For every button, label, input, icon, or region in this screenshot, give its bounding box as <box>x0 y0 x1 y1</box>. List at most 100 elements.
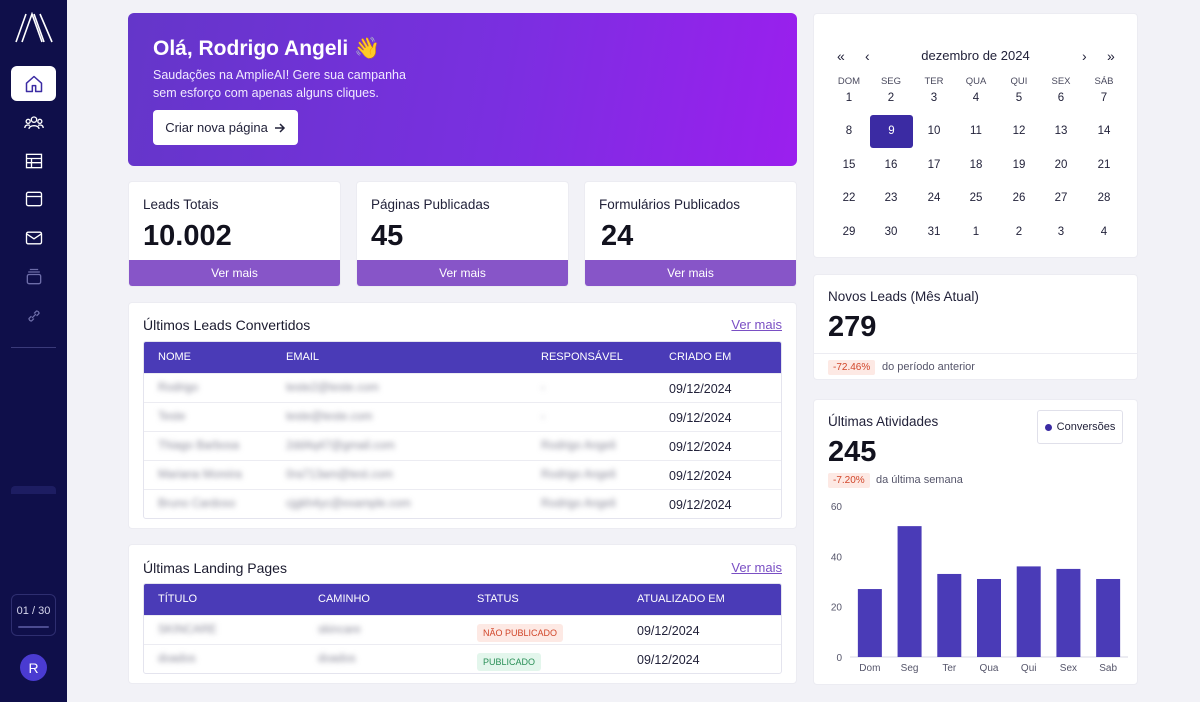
calendar-day[interactable]: 15 <box>842 158 856 171</box>
browser-icon <box>25 191 42 206</box>
calendar-day[interactable]: 1 <box>972 225 980 238</box>
calendar-day[interactable]: 22 <box>842 192 856 205</box>
calendar-day[interactable]: 7 <box>1100 92 1108 104</box>
page-counter: 01 / 30 <box>11 594 56 636</box>
next-month-button[interactable]: › <box>1082 48 1087 64</box>
calendar-day[interactable]: 5 <box>1015 92 1023 104</box>
col-header[interactable]: NOME <box>158 351 191 363</box>
new-leads-delta-text: do período anterior <box>882 361 975 373</box>
calendar-day[interactable]: 12 <box>1012 125 1026 138</box>
stat-more-button[interactable]: Ver mais <box>357 260 568 286</box>
table-header: NOME EMAIL RESPONSÁVEL CRIADO EM <box>144 342 781 373</box>
calendar-day-selected[interactable]: 9 <box>870 115 913 149</box>
calendar-day[interactable]: 3 <box>930 92 938 104</box>
stat-label: Leads Totais <box>143 197 219 212</box>
calendar-day[interactable]: 16 <box>884 158 898 171</box>
y-tick-label: 40 <box>831 552 843 563</box>
lead-name: Mariana Moreira <box>158 469 242 481</box>
sidebar-item-links[interactable] <box>11 298 56 333</box>
stat-more-button[interactable]: Ver mais <box>585 260 796 286</box>
calendar-day[interactable]: 2 <box>1015 225 1023 238</box>
prev-year-button[interactable]: « <box>837 48 845 64</box>
calendar-day[interactable]: 8 <box>845 125 853 138</box>
calendar-day[interactable]: 28 <box>1097 192 1111 205</box>
mail-icon <box>25 231 42 244</box>
calendar-day[interactable]: 13 <box>1054 125 1068 138</box>
avatar[interactable]: R <box>20 654 47 681</box>
sidebar-item-pages[interactable] <box>11 181 56 216</box>
calendar-day[interactable]: 4 <box>972 92 980 104</box>
calendar-day[interactable]: 29 <box>842 225 856 238</box>
calendar-day[interactable]: 18 <box>969 158 983 171</box>
table-row[interactable]: Bruno Cardoso cjgkh4yc@example.com Rodri… <box>144 489 781 518</box>
calendar-day[interactable]: 2 <box>887 92 895 104</box>
col-header[interactable]: ATUALIZADO EM <box>637 593 725 605</box>
welcome-banner: Olá, Rodrigo Angeli 👋 Saudações na Ampli… <box>128 13 797 166</box>
col-header[interactable]: CAMINHO <box>318 593 370 605</box>
col-header[interactable]: STATUS <box>477 593 519 605</box>
sidebar-collapsed-panel[interactable] <box>11 486 56 494</box>
lead-owner: Rodrigo Angeli <box>541 440 616 452</box>
col-header[interactable]: TÍTULO <box>158 593 198 605</box>
table-row[interactable]: SKINCARE skincare NÃO PUBLICADO 09/12/20… <box>144 615 781 644</box>
calendar-day[interactable]: 4 <box>1100 225 1108 238</box>
table-row[interactable]: Teste teste@teste.com - 09/12/2024 <box>144 402 781 431</box>
col-header[interactable]: RESPONSÁVEL <box>541 351 623 363</box>
create-page-label: Criar nova página <box>165 120 268 135</box>
calendar-day[interactable]: 17 <box>927 158 941 171</box>
logo-icon[interactable] <box>14 12 54 44</box>
calendar-day[interactable]: 24 <box>927 192 941 205</box>
calendar-day[interactable]: 1 <box>845 92 853 104</box>
calendar-day[interactable]: 11 <box>970 125 982 138</box>
calendar-day[interactable]: 6 <box>1057 92 1065 104</box>
prev-month-button[interactable]: ‹ <box>865 48 870 64</box>
table-row[interactable]: Rodrigo teste2@teste.com - 09/12/2024 <box>144 373 781 402</box>
chart-bar <box>1016 566 1041 657</box>
calendar-day[interactable]: 23 <box>884 192 898 205</box>
leads-more-link[interactable]: Ver mais <box>731 317 782 332</box>
next-year-button[interactable]: » <box>1107 48 1115 64</box>
sidebar-item-archive[interactable] <box>11 259 56 294</box>
lead-owner: - <box>541 411 545 423</box>
sidebar-item-mail[interactable] <box>11 220 56 255</box>
calendar-day[interactable]: 10 <box>927 125 941 138</box>
stat-label: Formulários Publicados <box>599 197 741 212</box>
calendar-day[interactable]: 30 <box>884 225 898 238</box>
calendar-day[interactable]: 27 <box>1054 192 1068 205</box>
x-tick-label: Sab <box>1099 663 1117 674</box>
calendar-day[interactable]: 3 <box>1057 225 1065 238</box>
calendar-day[interactable]: 21 <box>1097 158 1111 171</box>
calendar-day[interactable]: 14 <box>1097 125 1111 138</box>
weekday-label: SEG <box>880 76 902 87</box>
legend-label: Conversões <box>1056 421 1116 433</box>
sidebar-item-home[interactable] <box>11 66 56 101</box>
lead-owner: - <box>541 382 545 394</box>
landing-title: Últimas Landing Pages <box>143 560 287 576</box>
calendar-day[interactable]: 25 <box>969 192 983 205</box>
sidebar-divider <box>11 347 56 348</box>
calendar-day[interactable]: 19 <box>1012 158 1026 171</box>
calendar-day[interactable]: 26 <box>1012 192 1026 205</box>
lead-owner: Rodrigo Angeli <box>541 469 616 481</box>
page-path: skincare <box>318 624 361 636</box>
table-row[interactable]: doados doados PUBLICADO 09/12/2024 <box>144 644 781 673</box>
sidebar-item-users[interactable] <box>11 105 56 140</box>
table-row[interactable]: Mariana Moreira 0ra713am@test.com Rodrig… <box>144 460 781 489</box>
arrow-right-icon <box>274 122 285 133</box>
status-badge: NÃO PUBLICADO <box>477 624 564 642</box>
stat-more-button[interactable]: Ver mais <box>129 260 340 286</box>
calendar-day[interactable]: 31 <box>927 225 941 238</box>
weekday-label: QUA <box>965 76 987 87</box>
calendar-day[interactable]: 20 <box>1054 158 1068 171</box>
sidebar-item-table[interactable] <box>11 143 56 178</box>
landing-more-link[interactable]: Ver mais <box>731 560 782 575</box>
col-header[interactable]: EMAIL <box>286 351 320 363</box>
create-page-button[interactable]: Criar nova página <box>153 110 298 145</box>
table-row[interactable]: Thiago Barbosa 2dd4q47@gmail.com Rodrigo… <box>144 431 781 460</box>
activities-delta-text: da última semana <box>876 474 963 486</box>
chart-legend[interactable]: Conversões <box>1037 410 1123 444</box>
activities-chart: 0 20 40 60 Dom Seg Ter Qua Qui Sex Sab <box>831 502 1128 674</box>
new-leads-delta: -72.46% <box>828 360 876 375</box>
col-header[interactable]: CRIADO EM <box>669 351 732 363</box>
calendar-month: dezembro de 2024 <box>921 48 1030 63</box>
